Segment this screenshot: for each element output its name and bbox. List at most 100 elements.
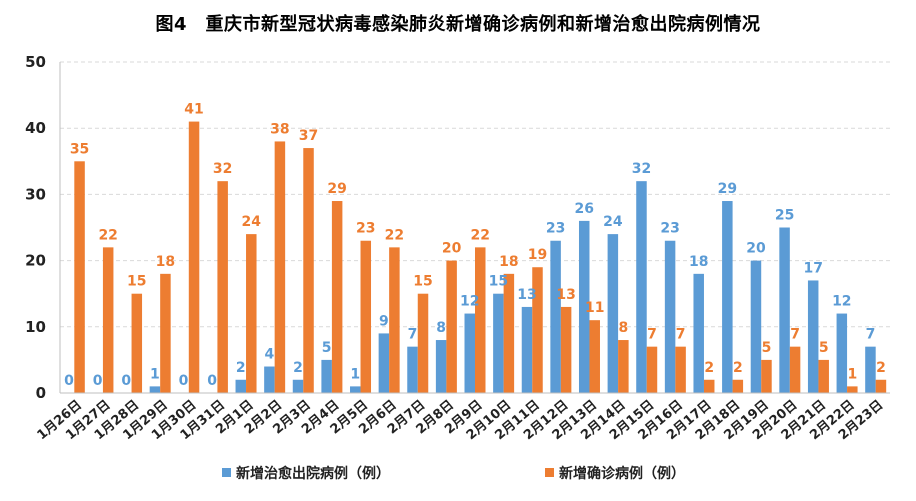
data-label-confirmed: 19 bbox=[528, 247, 547, 263]
data-label-recovered: 18 bbox=[689, 254, 708, 270]
data-label-recovered: 17 bbox=[803, 260, 822, 276]
bar-confirmed-24 bbox=[732, 379, 744, 393]
data-label-confirmed: 20 bbox=[442, 241, 462, 257]
data-label-confirmed: 35 bbox=[70, 141, 89, 157]
bar-confirmed-26 bbox=[789, 346, 801, 393]
legend-label: 新增确诊病例（例） bbox=[559, 465, 685, 482]
legend-item: 新增治愈出院病例（例） bbox=[222, 465, 390, 482]
data-label-confirmed: 29 bbox=[327, 181, 346, 197]
data-label-recovered: 0 bbox=[121, 373, 131, 389]
data-label-confirmed: 18 bbox=[156, 254, 175, 270]
bar-confirmed-6 bbox=[217, 181, 228, 393]
data-label-recovered: 7 bbox=[408, 327, 418, 343]
data-label-recovered: 8 bbox=[436, 320, 446, 336]
bar-confirmed-1 bbox=[74, 161, 85, 393]
data-labels: 0350220151180410322244382375291239227158… bbox=[64, 102, 886, 389]
bar-recovered-9 bbox=[292, 379, 304, 393]
data-label-recovered: 12 bbox=[460, 294, 479, 310]
bar-recovered-7 bbox=[235, 379, 247, 393]
bar-confirmed-27 bbox=[818, 359, 829, 393]
data-label-confirmed: 1 bbox=[847, 366, 857, 382]
bar-recovered-8 bbox=[264, 366, 275, 393]
data-label-recovered: 20 bbox=[746, 241, 766, 257]
y-tick-label: 40 bbox=[25, 119, 46, 137]
data-label-confirmed: 13 bbox=[556, 287, 575, 303]
legend: 新增治愈出院病例（例） 新增确诊病例（例） bbox=[222, 465, 685, 482]
bar-recovered-26 bbox=[779, 227, 790, 393]
data-label-confirmed: 37 bbox=[299, 128, 318, 144]
bar-confirmed-5 bbox=[188, 121, 200, 393]
data-label-confirmed: 11 bbox=[585, 300, 604, 316]
bar-confirmed-14 bbox=[446, 260, 457, 393]
data-label-confirmed: 38 bbox=[270, 121, 289, 137]
bar-confirmed-13 bbox=[417, 293, 429, 393]
bar-confirmed-15 bbox=[475, 247, 486, 393]
data-label-confirmed: 2 bbox=[733, 360, 743, 376]
bar-recovered-28 bbox=[836, 313, 848, 393]
y-tick-label: 50 bbox=[25, 53, 46, 71]
bar-confirmed-18 bbox=[560, 306, 572, 393]
legend-label: 新增治愈出院病例（例） bbox=[236, 465, 390, 482]
bar-confirmed-16 bbox=[503, 273, 515, 393]
bar-recovered-4 bbox=[149, 386, 161, 393]
data-label-confirmed: 24 bbox=[242, 214, 262, 230]
data-label-recovered: 23 bbox=[546, 221, 565, 237]
data-label-recovered: 29 bbox=[718, 181, 737, 197]
bar-recovered-11 bbox=[350, 386, 361, 393]
bar-confirmed-3 bbox=[131, 293, 143, 393]
data-label-confirmed: 5 bbox=[819, 340, 829, 356]
y-tick-label: 30 bbox=[25, 185, 46, 203]
data-label-recovered: 13 bbox=[517, 287, 536, 303]
data-label-recovered: 1 bbox=[350, 366, 360, 382]
data-label-recovered: 12 bbox=[832, 294, 851, 310]
data-label-recovered: 1 bbox=[150, 366, 160, 382]
data-label-recovered: 25 bbox=[775, 208, 794, 224]
bar-recovered-18 bbox=[550, 240, 561, 393]
bar-confirmed-29 bbox=[875, 379, 887, 393]
data-label-recovered: 4 bbox=[265, 347, 275, 363]
y-tick-label: 10 bbox=[25, 318, 46, 336]
bar-recovered-27 bbox=[807, 280, 819, 393]
bar-recovered-22 bbox=[664, 240, 676, 393]
y-tick-label: 20 bbox=[25, 252, 46, 270]
bar-confirmed-19 bbox=[589, 320, 600, 393]
bar-recovered-24 bbox=[722, 201, 733, 393]
bar-confirmed-20 bbox=[618, 340, 629, 393]
data-label-confirmed: 18 bbox=[499, 254, 518, 270]
bar-confirmed-12 bbox=[389, 247, 400, 393]
bar-recovered-19 bbox=[578, 220, 590, 393]
y-axis: 0 10 20 30 40 50 bbox=[25, 53, 61, 402]
bar-recovered-21 bbox=[636, 181, 647, 393]
data-label-recovered: 15 bbox=[489, 274, 508, 290]
bar-recovered-14 bbox=[435, 340, 447, 393]
bar-confirmed-4 bbox=[160, 273, 171, 393]
bar-recovered-15 bbox=[464, 313, 475, 393]
bar-confirmed-11 bbox=[360, 240, 372, 393]
bar-recovered-10 bbox=[321, 359, 332, 393]
data-label-confirmed: 22 bbox=[98, 227, 117, 243]
chart-title: 图4 重庆市新型冠状病毒感染肺炎新增确诊病例和新增治愈出院病例情况 bbox=[155, 14, 761, 35]
bar-recovered-17 bbox=[521, 306, 533, 393]
bar-confirmed-22 bbox=[675, 346, 686, 393]
bar-confirmed-25 bbox=[761, 359, 772, 393]
data-label-confirmed: 15 bbox=[413, 274, 432, 290]
data-label-recovered: 23 bbox=[660, 221, 679, 237]
data-label-recovered: 9 bbox=[379, 313, 389, 329]
data-label-confirmed: 5 bbox=[762, 340, 772, 356]
bar-confirmed-21 bbox=[646, 346, 658, 393]
legend-swatch bbox=[222, 468, 231, 477]
data-label-recovered: 7 bbox=[866, 327, 876, 343]
bars bbox=[74, 121, 887, 393]
bar-confirmed-7 bbox=[246, 234, 257, 393]
legend-swatch bbox=[545, 468, 554, 477]
bar-confirmed-10 bbox=[331, 201, 343, 393]
bar-recovered-25 bbox=[750, 260, 762, 393]
data-label-confirmed: 7 bbox=[647, 327, 657, 343]
bar-recovered-20 bbox=[607, 234, 619, 393]
data-label-recovered: 2 bbox=[293, 360, 303, 376]
bar-recovered-13 bbox=[407, 346, 418, 393]
bar-confirmed-9 bbox=[303, 148, 314, 393]
legend-item: 新增确诊病例（例） bbox=[545, 465, 685, 482]
x-axis: 1月26日1月27日1月28日1月29日1月30日1月31日2月1日2月2日2月… bbox=[35, 392, 890, 443]
